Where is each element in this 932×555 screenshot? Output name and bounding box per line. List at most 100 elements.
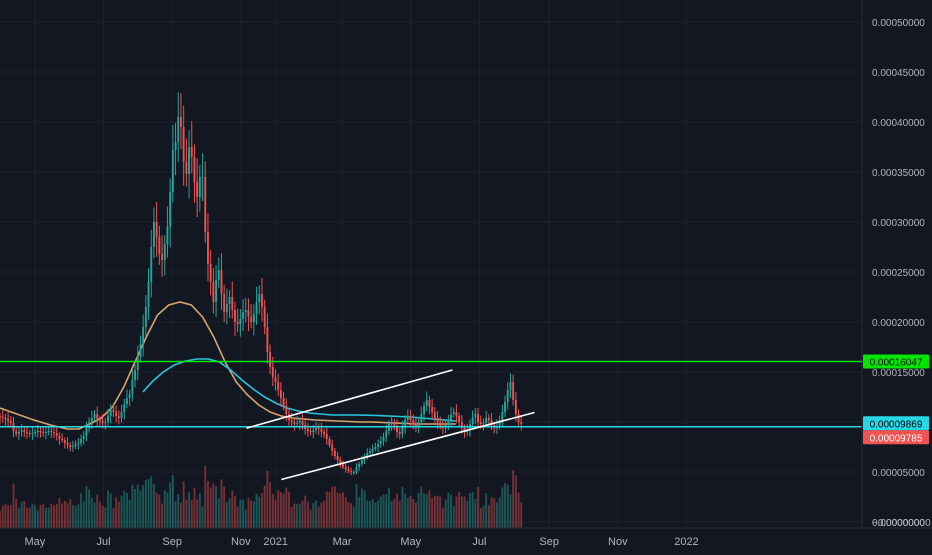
candle-body[interactable] (193, 157, 196, 182)
candle-body[interactable] (296, 423, 299, 424)
candle-body[interactable] (520, 422, 523, 424)
candle-body[interactable] (69, 445, 72, 447)
candle-body[interactable] (474, 414, 477, 417)
candle-body[interactable] (312, 430, 315, 432)
candle-body[interactable] (477, 414, 479, 422)
candle-body[interactable] (36, 431, 39, 432)
candle-body[interactable] (487, 418, 490, 420)
candle-body[interactable] (20, 430, 23, 432)
candle-body[interactable] (274, 377, 277, 382)
candle-body[interactable] (352, 472, 355, 473)
channel-lower-line[interactable] (281, 411, 535, 481)
horizontal-lines[interactable] (0, 360, 862, 428)
candle-body[interactable] (198, 177, 201, 197)
candle-body[interactable] (306, 429, 309, 431)
candle-body[interactable] (239, 319, 242, 324)
candle-body[interactable] (42, 432, 45, 433)
candle-body[interactable] (479, 422, 482, 424)
candle-body[interactable] (109, 410, 112, 416)
candle-body[interactable] (377, 444, 380, 447)
candle-body[interactable] (460, 422, 463, 428)
candle-body[interactable] (428, 400, 431, 407)
candle-body[interactable] (261, 294, 263, 307)
candle-body[interactable] (142, 327, 145, 344)
candle-body[interactable] (333, 451, 336, 456)
candle-body[interactable] (433, 412, 436, 418)
candle-body[interactable] (71, 446, 74, 447)
candle-body[interactable] (55, 433, 58, 436)
candle-body[interactable] (90, 418, 93, 422)
candle-body[interactable] (120, 412, 123, 418)
candle-body[interactable] (4, 418, 7, 419)
candle-body[interactable] (447, 420, 450, 425)
candle-body[interactable] (320, 429, 323, 432)
candle-body[interactable] (323, 432, 326, 434)
candle-body[interactable] (506, 390, 509, 402)
candle-body[interactable] (171, 150, 174, 192)
candle-body[interactable] (385, 431, 388, 437)
candle-body[interactable] (115, 412, 118, 416)
candle-body[interactable] (47, 431, 50, 432)
candle-body[interactable] (485, 418, 488, 423)
candle-body[interactable] (298, 421, 301, 423)
candle-body[interactable] (350, 471, 353, 472)
candle-body[interactable] (39, 431, 42, 432)
candle-body[interactable] (228, 297, 231, 304)
candle-body[interactable] (417, 422, 420, 427)
candle-body[interactable] (263, 307, 266, 327)
candle-body[interactable] (107, 416, 109, 422)
candle-body[interactable] (66, 443, 69, 445)
candle-body[interactable] (82, 436, 85, 439)
candle-body[interactable] (112, 410, 115, 412)
candle-body[interactable] (185, 162, 188, 174)
candle-body[interactable] (509, 382, 512, 390)
candle-body[interactable] (158, 237, 161, 254)
candle-body[interactable] (355, 467, 358, 472)
candle-body[interactable] (277, 382, 280, 390)
candle-body[interactable] (17, 432, 20, 434)
candle-body[interactable] (85, 428, 88, 436)
candle-body[interactable] (207, 232, 209, 264)
candle-body[interactable] (512, 382, 515, 400)
candle-body[interactable] (436, 418, 439, 422)
candle-body[interactable] (396, 426, 398, 432)
candle-body[interactable] (282, 398, 285, 406)
candle-body[interactable] (63, 440, 66, 443)
candle-body[interactable] (379, 441, 382, 444)
candle-body[interactable] (139, 344, 142, 357)
candle-body[interactable] (26, 432, 28, 433)
candle-body[interactable] (258, 294, 261, 302)
candle-body[interactable] (128, 394, 131, 398)
candle-body[interactable] (252, 314, 255, 322)
time-axis[interactable]: May Jul Sep Nov 2021 Mar May Jul Sep Nov 2022 (24, 536, 698, 548)
candle-body[interactable] (161, 254, 163, 260)
candle-body[interactable] (204, 177, 207, 232)
candle-body[interactable] (285, 406, 288, 414)
candle-body[interactable] (131, 380, 134, 394)
candle-body[interactable] (317, 428, 320, 429)
candle-body[interactable] (88, 422, 91, 428)
candle-body[interactable] (136, 357, 139, 370)
candle-body[interactable] (80, 439, 82, 443)
candle-body[interactable] (1, 417, 4, 418)
candle-body[interactable] (0, 415, 1, 417)
candle-body[interactable] (336, 456, 339, 460)
candle-body[interactable] (61, 439, 64, 440)
candle-body[interactable] (34, 432, 37, 433)
candle-body[interactable] (450, 414, 452, 420)
candle-body[interactable] (315, 428, 317, 430)
candle-body[interactable] (242, 312, 245, 319)
candle-body[interactable] (504, 402, 506, 412)
candle-body[interactable] (514, 400, 517, 414)
candle-body[interactable] (455, 412, 458, 416)
candle-body[interactable] (290, 420, 293, 422)
candle-body[interactable] (471, 417, 474, 424)
candle-body[interactable] (325, 434, 328, 439)
candle-body[interactable] (201, 177, 204, 178)
candle-body[interactable] (134, 370, 136, 380)
candle-body[interactable] (423, 406, 425, 414)
candle-body[interactable] (390, 422, 393, 424)
candle-body[interactable] (271, 367, 274, 377)
candle-body[interactable] (209, 264, 212, 282)
candle-body[interactable] (188, 147, 191, 174)
